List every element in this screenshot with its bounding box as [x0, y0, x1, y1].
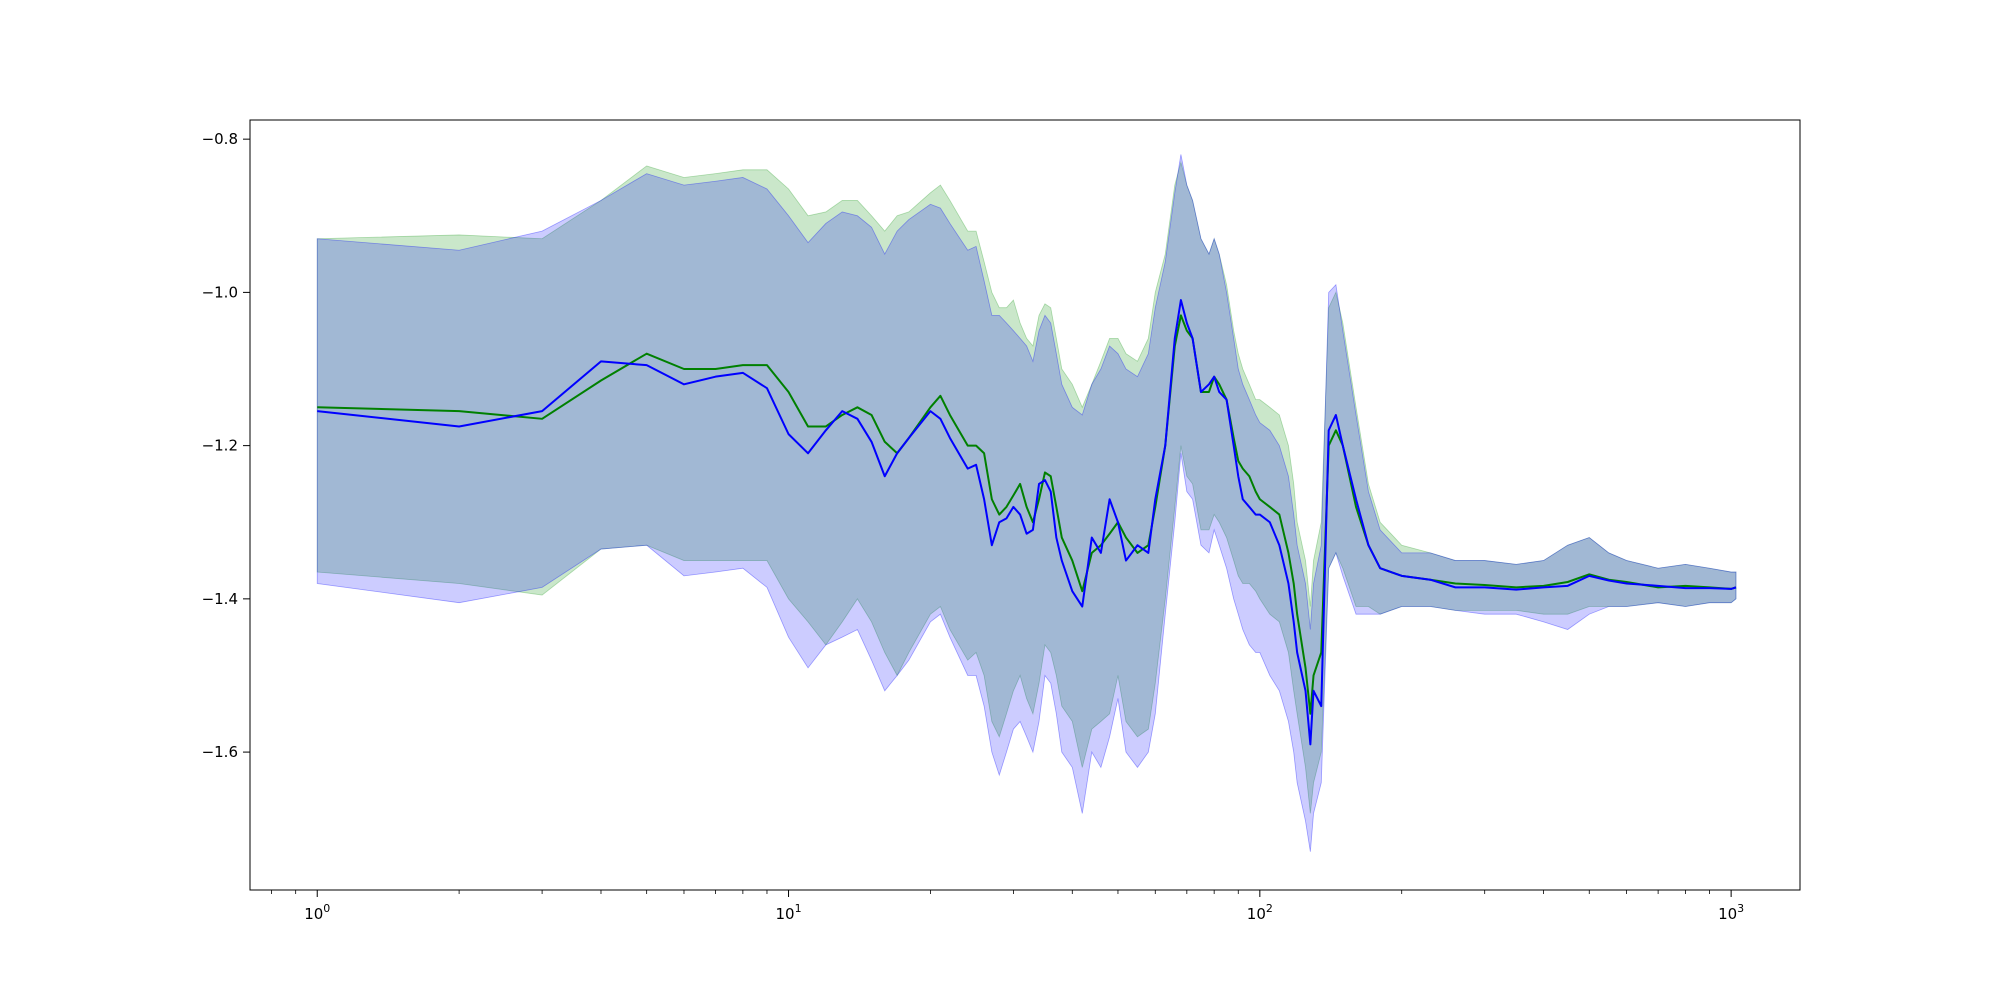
series-lines [317, 299, 1737, 746]
y-tick-label: −0.8 [202, 130, 238, 148]
y-axis: −0.8 −1.0 −1.2 −1.4 −1.6 [202, 130, 250, 761]
series-2-line [317, 299, 1737, 746]
series-1-band [316, 160, 1737, 814]
y-tick-label: −1.0 [202, 283, 238, 301]
plot-frame [249, 119, 1801, 891]
x-tick-label: 101 [775, 902, 801, 923]
confidence-bands [316, 154, 1737, 852]
y-tick-label: −1.6 [202, 743, 238, 761]
x-axis: 100 101 102 103 [271, 890, 1744, 923]
x-tick-label: 100 [304, 902, 330, 923]
y-tick-label: −1.4 [202, 590, 238, 608]
x-tick-label: 103 [1718, 902, 1744, 923]
y-tick-label: −1.2 [202, 437, 238, 455]
x-tick-label: 102 [1247, 902, 1273, 923]
series-2-band [316, 154, 1737, 852]
